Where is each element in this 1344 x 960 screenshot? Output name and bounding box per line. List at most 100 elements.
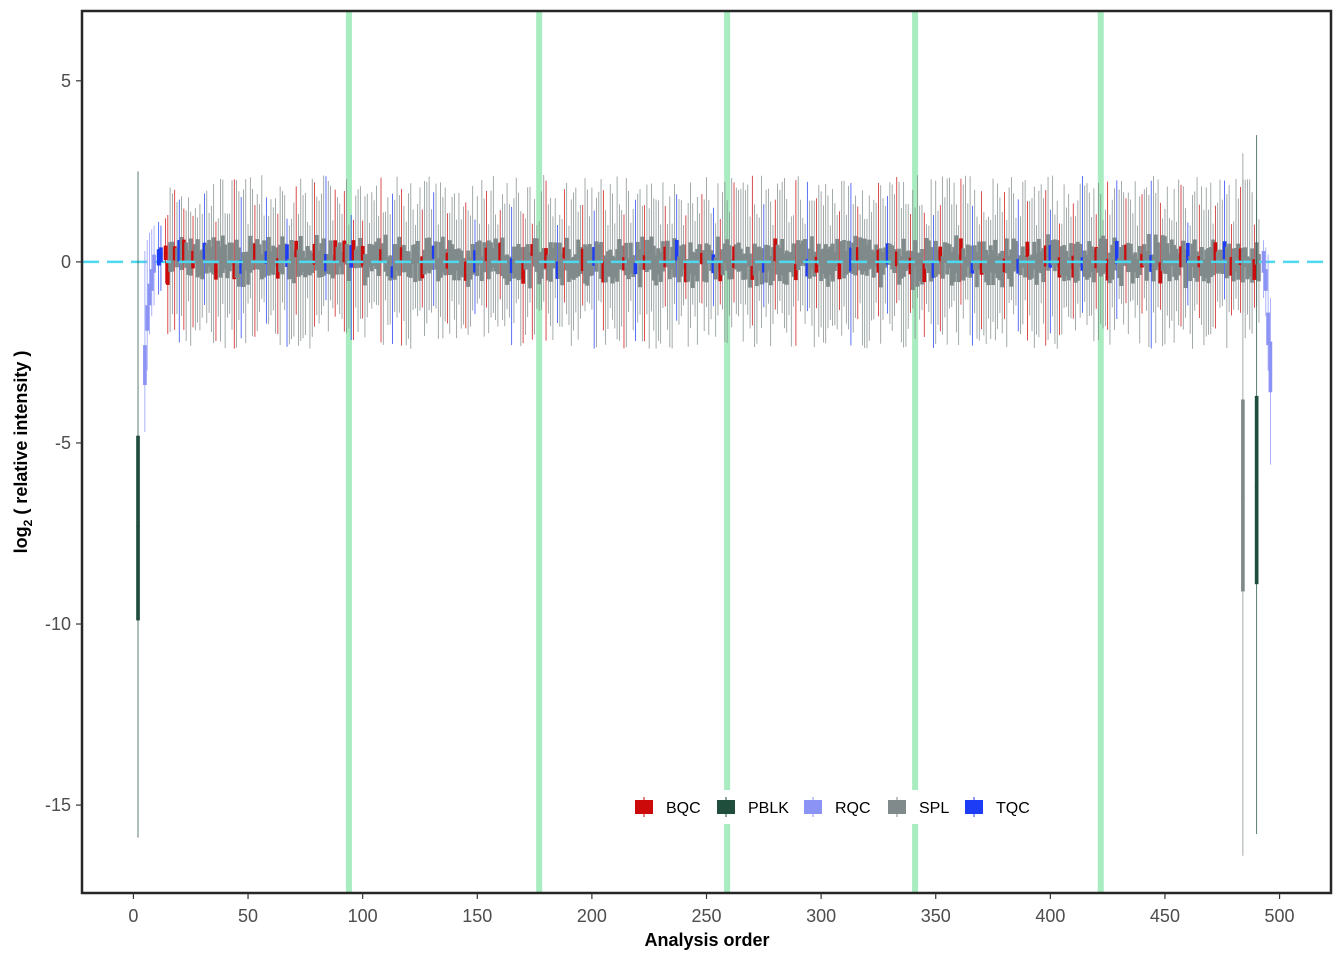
x-tick-label: 350 — [921, 906, 951, 926]
spl-box — [528, 186, 532, 303]
spl-box — [1142, 189, 1147, 299]
y-tick-label: -5 — [55, 433, 71, 453]
spl-box — [956, 225, 961, 345]
spl-box — [237, 191, 241, 321]
spl-box — [404, 221, 409, 346]
spl-box — [408, 183, 413, 349]
bqc-box — [351, 219, 356, 340]
spl-box — [457, 193, 461, 305]
bqc-box — [214, 221, 218, 342]
spl-box — [560, 219, 564, 327]
spl-box — [1199, 186, 1204, 325]
spl-box — [835, 214, 839, 330]
bqc-box — [1158, 202, 1163, 310]
bqc-box — [253, 205, 257, 337]
bqc-box — [521, 213, 525, 344]
box — [1266, 312, 1270, 346]
spl-box — [259, 175, 264, 299]
spl-box — [867, 195, 872, 341]
rqc-box — [1263, 247, 1268, 317]
spl-box — [1021, 181, 1025, 325]
legend-item: TQC — [965, 797, 1030, 817]
spl-box — [230, 180, 234, 330]
spl-box — [576, 211, 580, 340]
spl-box — [667, 196, 672, 348]
spl-box — [755, 213, 759, 344]
y-tick-label: 5 — [61, 71, 71, 91]
spl-box — [1188, 225, 1193, 335]
bqc-box — [165, 214, 170, 335]
spl-box — [803, 223, 807, 324]
spl-box — [745, 184, 750, 315]
x-tick-label: 150 — [462, 906, 492, 926]
y-axis-title-rest: ( relative intensity ) — [11, 351, 31, 520]
spl-box — [413, 225, 418, 309]
spl-box — [897, 181, 901, 301]
spl-box — [686, 203, 690, 347]
bqc-box — [642, 205, 647, 342]
spl-box — [583, 178, 587, 312]
spl-box — [1153, 192, 1158, 344]
tqc-box — [674, 194, 679, 321]
spl-box — [1167, 218, 1172, 329]
spl-box — [1004, 220, 1009, 348]
bqc-box — [1252, 224, 1257, 308]
tqc-box — [285, 218, 289, 347]
x-tick-label: 100 — [348, 906, 378, 926]
box — [136, 435, 140, 621]
box — [1241, 399, 1245, 592]
spl-box — [695, 197, 700, 345]
spl-box — [1156, 179, 1160, 308]
rqc-box — [152, 225, 156, 306]
bqc-box — [294, 186, 299, 315]
spl-box — [308, 225, 312, 349]
tqc-box — [1114, 180, 1119, 320]
spl-box — [920, 204, 924, 311]
bqc-box — [938, 205, 943, 332]
bqc-box — [922, 212, 927, 337]
rqc-box — [1261, 240, 1266, 299]
x-tick-label: 250 — [691, 906, 721, 926]
spl-box — [1245, 179, 1250, 315]
spl-box — [1000, 211, 1005, 334]
spl-box — [1066, 193, 1071, 317]
spl-box — [929, 179, 933, 325]
plot-area — [83, 12, 1330, 892]
spl-box — [241, 189, 246, 314]
spl-box — [1183, 208, 1188, 318]
spl-box — [1062, 184, 1066, 308]
tqc-box — [592, 210, 597, 349]
spl-box — [780, 181, 784, 314]
spl-box — [940, 176, 945, 335]
spl-box — [704, 177, 709, 308]
spl-box — [434, 183, 438, 309]
spl-box — [505, 183, 509, 310]
bqc-box — [959, 178, 963, 305]
spl-box — [564, 183, 569, 315]
spl-box — [427, 176, 431, 311]
spl-box — [910, 189, 915, 309]
spl-box — [340, 213, 344, 319]
bqc-box — [622, 214, 626, 349]
spl-box — [328, 185, 333, 301]
x-tick-label: 300 — [806, 906, 836, 926]
spl-box — [1064, 207, 1069, 307]
spl-box — [796, 176, 801, 301]
y-tick-label: 0 — [61, 252, 71, 272]
box — [143, 345, 147, 386]
x-axis: 0 50 100 150 200 250 300 350 400 450 500 — [128, 893, 1295, 926]
y-axis-title: log2 ( relative intensity ) — [11, 351, 35, 554]
box — [1254, 395, 1259, 585]
spl-box — [681, 224, 686, 306]
box — [152, 254, 156, 273]
spl-box — [1055, 200, 1060, 349]
legend-item: PBLK — [717, 797, 789, 817]
legend-item: SPL — [888, 797, 949, 817]
spl-box — [968, 176, 972, 336]
spl-box — [862, 219, 867, 348]
panel-border — [80, 9, 1333, 895]
spl-box — [647, 208, 652, 349]
tqc-box — [1222, 180, 1227, 300]
spl-box — [415, 203, 420, 317]
